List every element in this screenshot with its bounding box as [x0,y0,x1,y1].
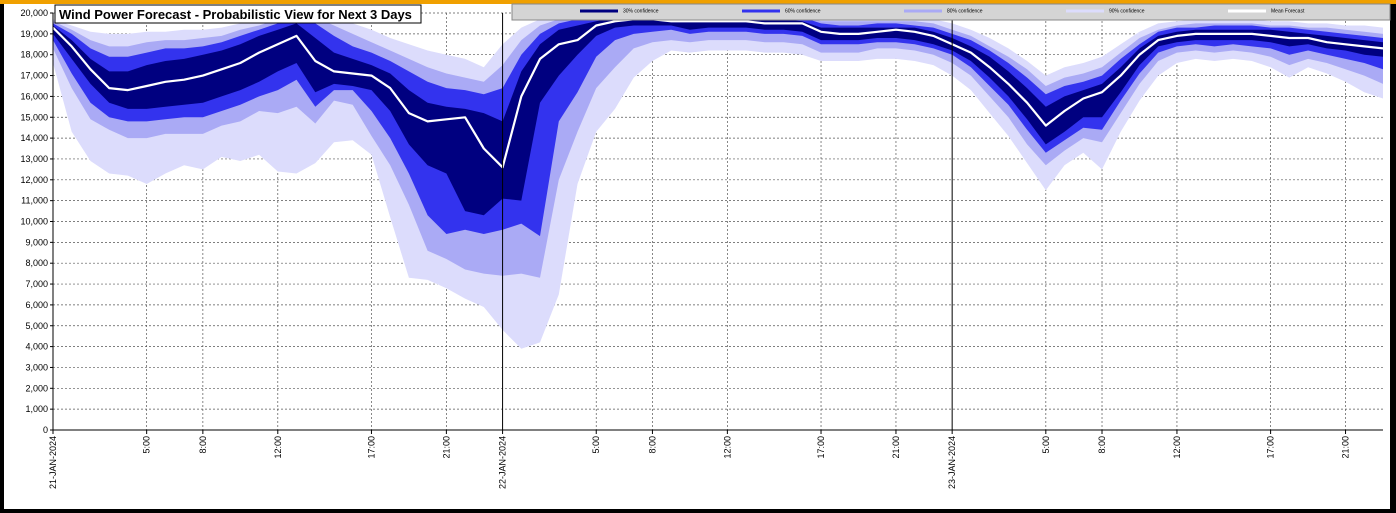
y-tick-label: 1,000 [25,404,48,414]
y-tick-label: 10,000 [20,217,48,227]
x-tick-label: 21:00 [1341,436,1351,459]
x-tick-label: 17:00 [816,436,826,459]
x-tick-label: 12:00 [722,436,732,459]
legend: 30% confidence 60% confidence 80% confiden… [511,3,1391,21]
y-tick-label: 9,000 [25,237,48,247]
x-tick-label: 5:00 [591,436,601,454]
y-tick-label: 15,000 [20,112,48,122]
y-tick-label: 0 [43,425,48,435]
y-tick-label: 7,000 [25,279,48,289]
chart-title-group: Wind Power Forecast - Probabilistic View… [54,4,422,24]
y-tick-label: 4,000 [25,342,48,352]
y-tick-label: 8,000 [25,258,48,268]
band-60-confidence [53,15,1383,237]
legend-label: 80% confidence [947,9,983,15]
x-tick-label: 8:00 [198,436,208,454]
mean-forecast-layer [52,18,1384,169]
band-30-confidence [53,17,1383,216]
y-axis-ticks: 0 1,000 2,000 3,000 4,000 5,000 6,000 7,000 8,00… [20,8,53,435]
y-tick-label: 18,000 [20,50,48,60]
top-accent-strip [0,0,1396,4]
y-tick-label: 14,000 [20,133,48,143]
y-tick-label: 16,000 [20,91,48,101]
legend-box [511,3,1391,21]
x-tick-label: 22-JAN-2024 [498,436,508,489]
chart-title: Wind Power Forecast - Probabilistic View… [59,7,412,22]
grid-lines [53,12,1383,430]
day-separator-lines [502,13,953,430]
x-tick-label: 12:00 [273,436,283,459]
x-tick-label: 17:00 [1266,436,1276,459]
y-tick-label: 5,000 [25,321,48,331]
y-tick-label: 20,000 [20,8,48,18]
x-tick-label: 8:00 [1097,436,1107,454]
y-tick-label: 11,000 [21,196,48,206]
x-tick-label: 23-JAN-2024 [947,436,957,489]
mean-forecast-line [52,18,1384,169]
x-tick-label: 5:00 [1041,436,1051,454]
x-tick-label: 21:00 [891,436,901,459]
x-tick-label: 12:00 [1172,436,1182,459]
x-tick-label: 5:00 [142,436,152,454]
y-tick-label: 13,000 [20,154,48,164]
confidence-bands [53,14,1383,349]
chart-title-box [54,4,422,24]
x-tick-label: 17:00 [366,436,376,459]
y-tick-label: 3,000 [25,362,48,372]
y-tick-label: 12,000 [20,175,48,185]
y-tick-label: 19,000 [20,29,48,39]
legend-label: 60% confidence [785,9,821,15]
x-axis-ticks: 21-JAN-2024 5:00 8:00 12:00 17:00 21:00 22-JAN… [48,430,1351,489]
y-tick-label: 2,000 [25,383,48,393]
legend-items: 30% confidence 60% confidence 80% confiden… [580,9,1305,15]
legend-label: 30% confidence [623,9,659,15]
x-tick-label: 21:00 [441,436,451,459]
y-tick-label: 17,000 [20,71,48,81]
legend-label: 90% confidence [1109,9,1145,15]
x-tick-label: 21-JAN-2024 [48,436,58,489]
y-tick-label: 6,000 [25,300,48,310]
legend-label: Mean Forecast [1271,9,1305,15]
x-tick-label: 8:00 [647,436,657,454]
